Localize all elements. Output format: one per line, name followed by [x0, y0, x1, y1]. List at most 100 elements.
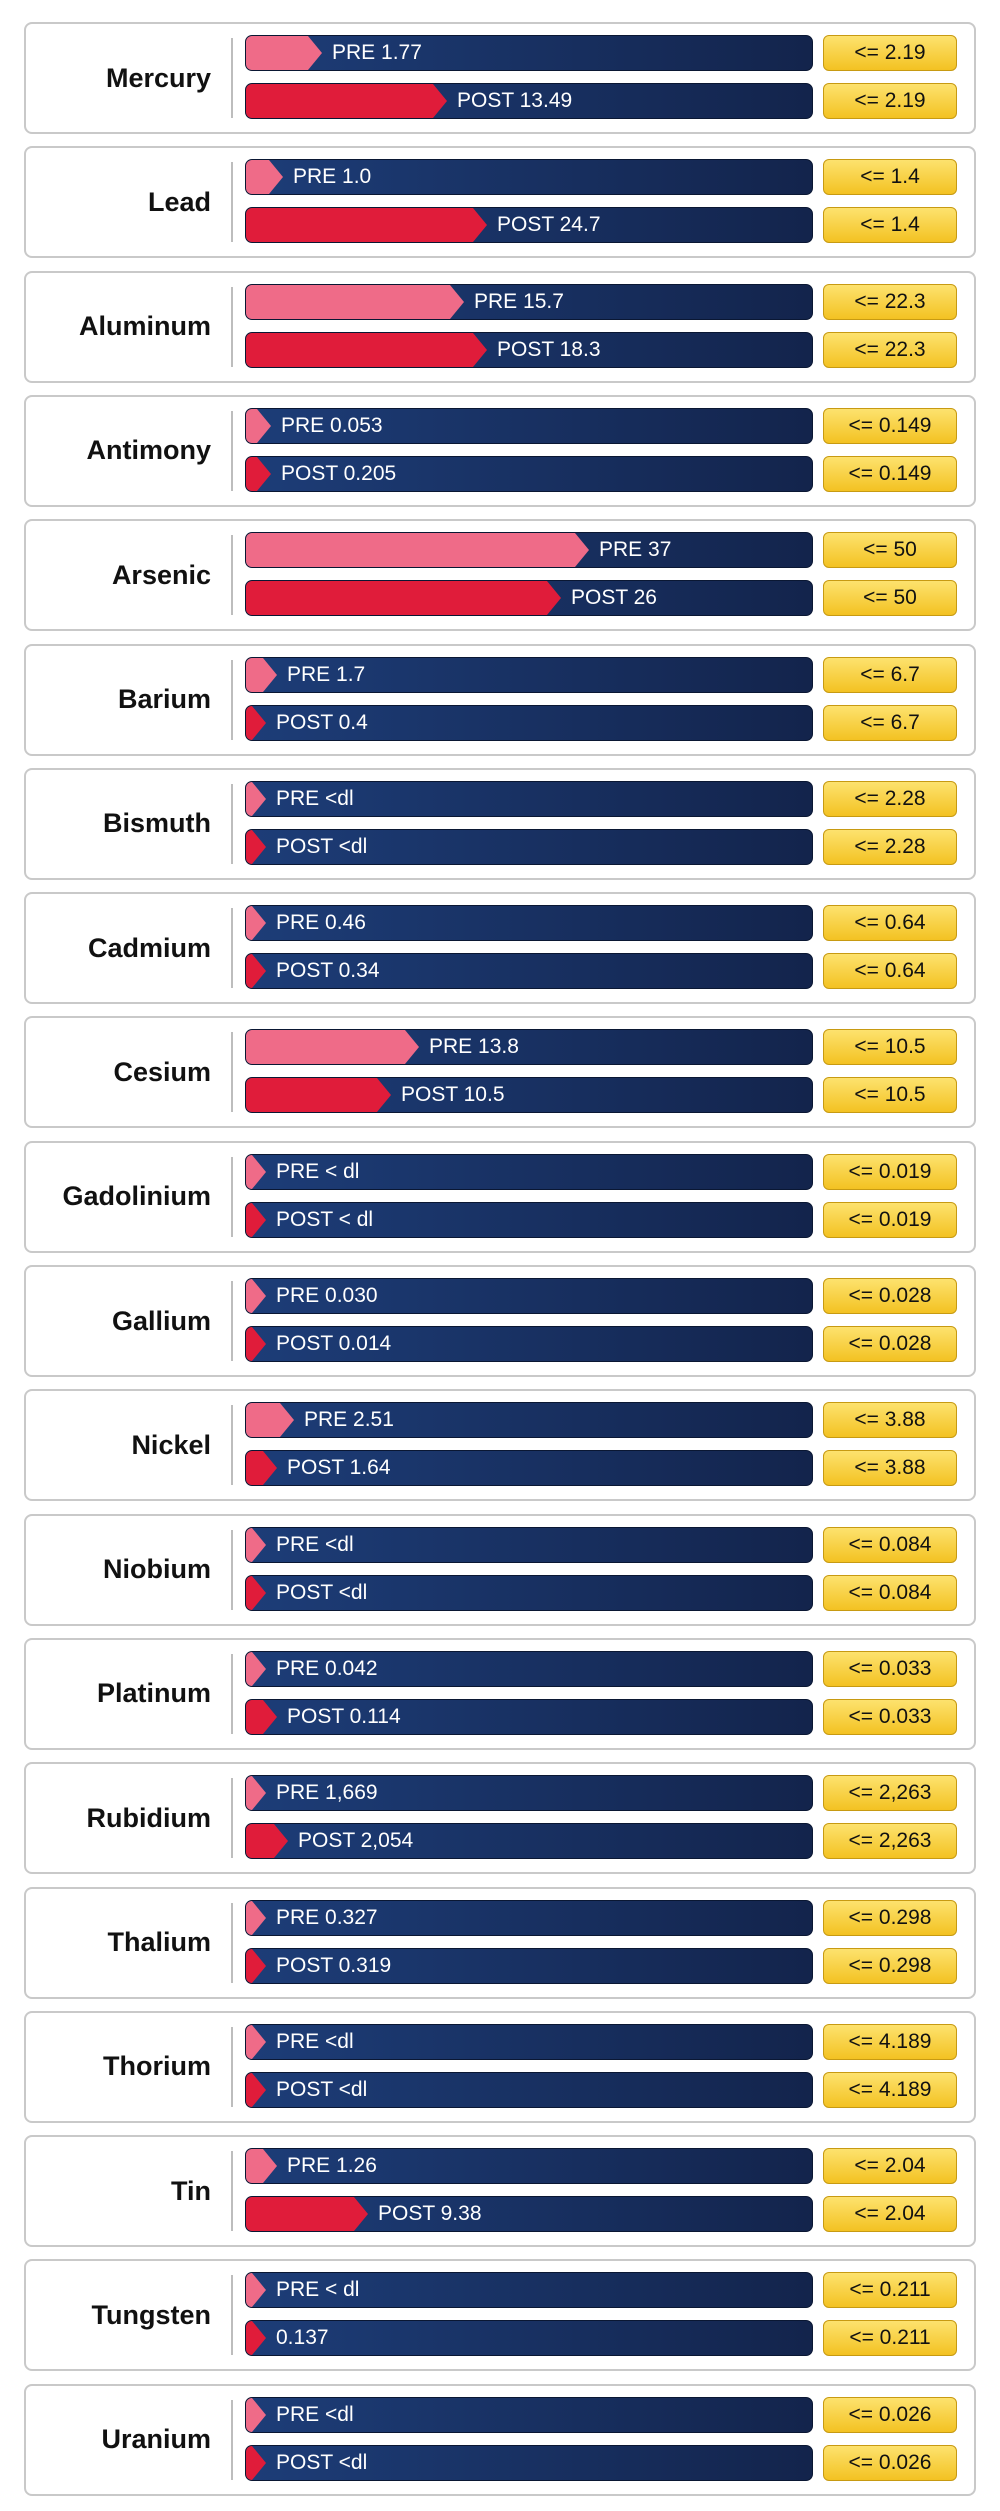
post-value-label: POST 26: [571, 586, 657, 610]
pre-bar-track: PRE 1,669: [245, 1775, 813, 1812]
post-bar: [246, 2445, 252, 2480]
post-bar-track: POST <dl: [245, 2071, 813, 2108]
pre-value-label: PRE <dl: [276, 1532, 354, 1556]
post-bar: [246, 954, 252, 989]
element-label: Mercury: [105, 62, 211, 93]
element-row: Nickel PRE 2.51 <= 3.88 POST 1.64 <= 3.88: [24, 1389, 976, 1502]
limit-badge: <= 0.64: [823, 953, 957, 990]
pre-bar-tip: [450, 284, 464, 319]
post-value-label: POST 18.3: [497, 337, 601, 361]
pre-value-label: PRE 1.77: [332, 41, 422, 64]
post-bar-track: POST 18.3: [245, 331, 813, 368]
element-label: Cadmium: [87, 932, 211, 963]
limit-badge: <= 3.88: [823, 1402, 957, 1439]
post-value-label: POST 0.205: [281, 461, 397, 485]
limit-badge: <= 0.084: [823, 1574, 957, 1611]
pre-bar: [246, 657, 263, 692]
post-bar-tip: [252, 1327, 266, 1361]
post-bar: [246, 1451, 263, 1486]
element-label: Tin: [171, 2175, 211, 2206]
post-bar-tip: [252, 1948, 266, 1983]
pre-bar: [246, 781, 252, 816]
limit-badge: <= 0.026: [823, 2444, 957, 2481]
pre-bar: [246, 284, 450, 319]
post-value-label: POST < dl: [276, 1207, 374, 1231]
pre-bar-track: PRE 1.26: [245, 2148, 813, 2185]
pre-bar-track: PRE 0.030: [245, 1278, 813, 1314]
post-bar-track: POST < dl: [245, 1201, 813, 1238]
row-divider: [231, 1653, 233, 1734]
limit-badge: <= 50: [823, 532, 957, 569]
pre-bar-tip: [257, 408, 271, 443]
element-label: Thalium: [107, 1927, 211, 1957]
post-bar-tip: [257, 456, 271, 491]
pre-value-label: PRE 1.7: [287, 662, 366, 686]
pre-bar-track: PRE 1.7: [245, 656, 813, 693]
post-bar-track: POST 26: [245, 580, 813, 617]
element-row: Thalium PRE 0.327 <= 0.298 POST 0.319 <= 0.2…: [24, 1886, 976, 1999]
limit-badge: <= 4.189: [823, 2071, 957, 2108]
pre-bar-track: PRE 13.8: [245, 1029, 813, 1066]
limit-badge: <= 50: [823, 580, 957, 617]
row-divider: [231, 1156, 233, 1237]
post-value-label: POST 0.319: [276, 1953, 392, 1977]
post-value-label: POST 0.114: [287, 1704, 401, 1728]
post-bar-track: POST 0.114: [245, 1698, 813, 1735]
post-bar: [246, 1327, 252, 1361]
pre-bar-track: PRE 37: [245, 532, 813, 569]
element-row: Lead PRE 1.0 <= 1.4 POST 24.7 <= 1.4: [24, 146, 976, 259]
post-bar-track: POST 0.34: [245, 953, 813, 990]
limit-badge: <= 0.028: [823, 1326, 957, 1362]
pre-value-label: PRE <dl: [276, 786, 354, 810]
pre-bar: [246, 1279, 252, 1313]
element-label: Antimony: [86, 435, 212, 466]
post-bar-tip: [547, 581, 561, 616]
pre-value-label: PRE 0.327: [276, 1905, 378, 1929]
pre-bar: [246, 906, 252, 941]
element-row: Gallium PRE 0.030 <= 0.028 POST 0.014 <= 0.0…: [24, 1265, 976, 1377]
row-divider: [231, 783, 233, 864]
post-bar: [246, 2197, 354, 2232]
pre-value-label: PRE <dl: [276, 2402, 354, 2426]
post-value-label: POST 24.7: [497, 213, 601, 237]
row-divider: [231, 1032, 233, 1113]
element-row: Platinum PRE 0.042 <= 0.033 POST 0.114 <= 0.…: [24, 1637, 976, 1750]
pre-bar-track: PRE 15.7: [245, 283, 813, 320]
limit-badge: <= 2,263: [823, 1823, 957, 1860]
pre-value-label: PRE 0.053: [281, 413, 383, 437]
row-divider: [231, 1405, 233, 1486]
limit-badge: <= 0.211: [823, 2272, 957, 2309]
row-divider: [231, 162, 233, 243]
element-label: Thorium: [103, 2051, 211, 2082]
post-bar-track: POST 2,054: [245, 1823, 813, 1860]
row-divider: [231, 908, 233, 989]
limit-badge: <= 0.019: [823, 1153, 957, 1190]
limit-badge: <= 1.4: [823, 159, 957, 196]
post-bar-tip: [252, 705, 266, 740]
row-divider: [231, 1778, 233, 1859]
pre-bar-tip: [252, 1776, 266, 1811]
element-row: Tungsten PRE < dl <= 0.211 0.137 <= 0.211: [24, 2259, 976, 2372]
element-label: Nickel: [131, 1429, 211, 1460]
pre-bar-tip: [280, 1403, 294, 1438]
post-bar-track: POST 9.38: [245, 2196, 813, 2233]
pre-value-label: PRE 0.46: [276, 911, 366, 935]
post-bar-track: POST 0.319: [245, 1947, 813, 1984]
pre-bar-tip: [269, 160, 283, 195]
pre-bar: [246, 2149, 263, 2184]
row-divider: [231, 2026, 233, 2107]
limit-badge: <= 0.149: [823, 455, 957, 492]
pre-value-label: PRE 1,669: [276, 1781, 378, 1805]
pre-bar-tip: [252, 1154, 266, 1189]
pre-value-label: PRE 37: [599, 538, 672, 562]
element-label: Aluminum: [79, 311, 211, 342]
element-row: Aluminum PRE 15.7 <= 22.3 POST 18.3 <= 22.3: [24, 270, 976, 383]
post-bar: [246, 829, 252, 864]
pre-bar-tip: [263, 2149, 277, 2184]
pre-bar-track: PRE <dl: [245, 780, 813, 817]
pre-bar-track: PRE <dl: [245, 1526, 813, 1563]
element-row: Barium PRE 1.7 <= 6.7 POST 0.4 <= 6.7: [24, 643, 976, 756]
post-bar: [246, 1824, 274, 1859]
row-divider: [231, 1902, 233, 1983]
